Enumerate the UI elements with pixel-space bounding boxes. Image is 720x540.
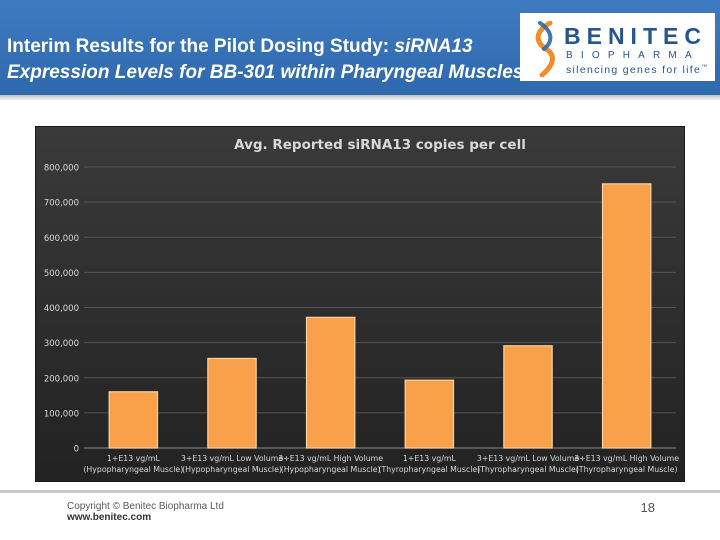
x-tick-label: 1+E13 vg/mL: [107, 454, 161, 463]
chart-title: Avg. Reported siRNA13 copies per cell: [234, 137, 526, 153]
page-number: 18: [640, 500, 655, 515]
y-tick-label: 700,000: [44, 199, 79, 209]
footer-divider: [0, 490, 720, 493]
x-tick-label: (Hypopharyngeal Muscle): [83, 465, 183, 474]
footer-copyright: Copyright © Benitec Biopharma Ltd: [67, 501, 224, 512]
x-tick-label: (Hypopharyngeal Muscle): [182, 465, 282, 474]
x-tick-label: (Thyropharyngeal Muscle): [378, 465, 480, 474]
bar-chart-svg: Avg. Reported siRNA13 copies per cell 0 10…: [44, 137, 679, 474]
bar-chart: Avg. Reported siRNA13 copies per cell 0 10…: [35, 126, 685, 482]
bar: [305, 316, 356, 449]
slide-title-line2: Expression Levels for BB-301 within Phar…: [7, 62, 524, 83]
slide-title: Interim Results for the Pilot Dosing Stu…: [7, 34, 527, 86]
x-tick-label: 3+E13 vg/mL Low Volume: [181, 454, 283, 463]
bar: [404, 379, 455, 449]
x-tick-label: (Hypopharyngeal Muscle): [281, 465, 381, 474]
x-tick-label: (Thyropharyngeal Muscle): [477, 465, 579, 474]
y-tick-label: 400,000: [44, 304, 79, 314]
slide-title-line1-italic: siRNA13: [394, 36, 473, 57]
x-tick-label: 3+E13 vg/mL Low Volume: [477, 454, 579, 463]
y-tick-label: 200,000: [44, 374, 79, 384]
logo-subtitle: BIOPHARMA: [566, 50, 700, 61]
bar: [601, 183, 652, 449]
footer-website: www.benitec.com: [67, 512, 152, 523]
y-tick-label: 300,000: [44, 339, 79, 349]
x-tick-label: 3+E13 vg/mL High Volume: [574, 454, 679, 463]
bar: [108, 391, 159, 449]
y-tick-label: 500,000: [44, 269, 79, 279]
y-tick-label: 600,000: [44, 234, 79, 244]
slide-title-line1-plain: Interim Results for the Pilot Dosing Stu…: [7, 36, 395, 57]
logo-name: BENITEC: [564, 23, 707, 49]
logo-tagline-text: silencing genes for life: [566, 64, 702, 76]
logo-trademark: ™: [701, 64, 709, 71]
y-tick-label: 800,000: [44, 164, 79, 174]
x-tick-label: (Thyropharyngeal Muscle): [576, 465, 678, 474]
bar: [207, 357, 257, 449]
x-tick-label: 3+E13 vg/mL High Volume: [278, 454, 383, 463]
y-tick-label: 0: [74, 445, 79, 455]
y-tick-label: 100,000: [44, 409, 79, 419]
benitec-logo: BENITEC BIOPHARMA silencing genes for li…: [520, 13, 715, 81]
header-shadow: [0, 95, 720, 101]
slide-title-line1: Interim Results for the Pilot Dosing Stu…: [7, 34, 527, 60]
x-tick-label: 1+E13 vg/mL: [403, 454, 457, 463]
logo-helix-icon: [535, 21, 555, 77]
logo-tagline: silencing genes for life™: [566, 64, 714, 76]
bar: [503, 345, 553, 449]
